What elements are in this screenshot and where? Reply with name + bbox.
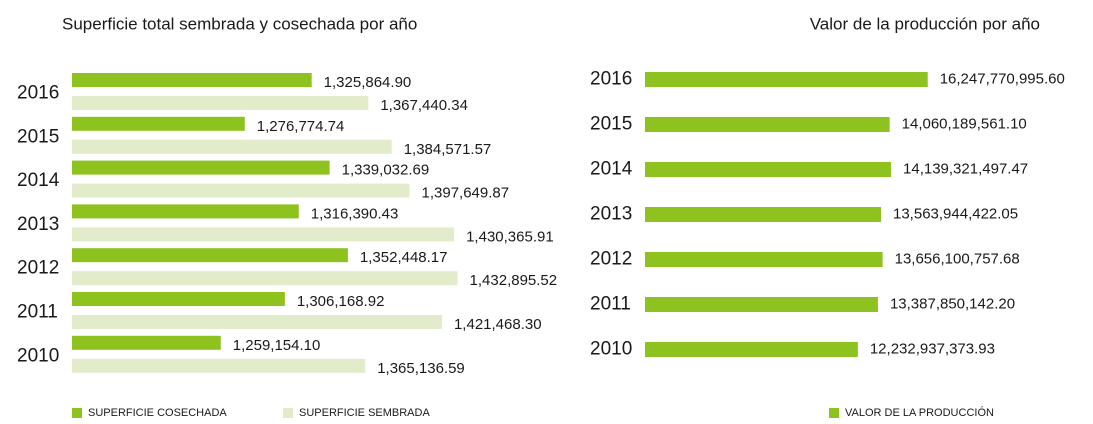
value-label: 1,430,365.91: [466, 228, 554, 245]
bar: [72, 183, 410, 198]
value-label: 1,367,440.34: [380, 97, 468, 114]
bar: [645, 117, 890, 132]
bar: [72, 292, 285, 306]
bar: [645, 72, 928, 87]
y-tick-label: 2011: [17, 302, 58, 323]
value-label: 1,276,774.74: [257, 118, 345, 135]
legend-label: VALOR DE LA PRODUCCIÓN: [845, 406, 994, 419]
value-label: 1,352,448.17: [360, 249, 448, 266]
value-label: 1,384,571.57: [404, 141, 492, 158]
value-label: 14,060,189,561.10: [902, 115, 1027, 132]
bar: [645, 252, 883, 267]
bar: [72, 271, 458, 286]
legend-swatch: [283, 408, 293, 418]
value-label: 1,365,136.59: [377, 360, 465, 377]
value-label: 16,247,770,995.60: [940, 70, 1065, 87]
bar: [72, 315, 442, 329]
y-tick-label: 2010: [17, 345, 59, 366]
chart-title: Superficie total sembrada y cosechada po…: [62, 14, 417, 33]
bar: [72, 73, 312, 87]
y-tick-label: 2013: [590, 204, 632, 225]
legend-swatch: [72, 408, 82, 418]
y-tick-label: 2015: [590, 114, 632, 135]
y-tick-label: 2013: [17, 214, 59, 235]
value-label: 1,259,154.10: [233, 337, 321, 354]
bar: [72, 335, 221, 350]
y-tick-label: 2014: [590, 159, 633, 180]
y-tick-label: 2015: [17, 126, 59, 147]
value-label: 13,387,850,142.20: [890, 295, 1015, 312]
value-label: 1,325,864.90: [324, 74, 412, 91]
value-label: 1,421,468.30: [454, 316, 542, 333]
chart-title: Valor de la producción por año: [810, 14, 1040, 33]
bar: [645, 162, 892, 177]
value-label: 14,139,321,497.47: [903, 160, 1028, 177]
y-tick-label: 2012: [17, 258, 59, 279]
bar: [645, 342, 858, 357]
bar: [72, 139, 392, 154]
legend-label: SUPERFICIE SEMBRADA: [299, 407, 430, 419]
y-tick-label: 2012: [590, 249, 632, 270]
bar: [72, 227, 455, 242]
bar: [72, 160, 330, 175]
value-label: 12,232,937,373.93: [870, 340, 995, 357]
y-tick-label: 2011: [590, 294, 631, 315]
value-label: 13,656,100,757.68: [895, 250, 1020, 267]
value-label: 1,306,168.92: [297, 293, 385, 310]
value-label: 1,316,390.43: [311, 205, 399, 222]
y-tick-label: 2010: [590, 339, 632, 360]
value-label: 13,563,944,422.05: [893, 205, 1018, 222]
bar: [72, 248, 348, 263]
bar: [72, 116, 245, 131]
legend-label: SUPERFICIE COSECHADA: [88, 407, 227, 419]
value-label: 1,432,895.52: [470, 272, 558, 289]
y-tick-label: 2016: [17, 83, 59, 104]
legend-swatch: [829, 408, 839, 418]
y-tick-label: 2016: [590, 69, 632, 90]
bar: [72, 204, 299, 219]
bar: [72, 358, 366, 373]
bar: [645, 207, 882, 222]
value-label: 1,339,032.69: [342, 162, 430, 179]
y-tick-label: 2014: [17, 170, 60, 191]
value-label: 1,397,649.87: [422, 185, 510, 202]
bar: [645, 297, 878, 312]
bar: [72, 96, 369, 110]
